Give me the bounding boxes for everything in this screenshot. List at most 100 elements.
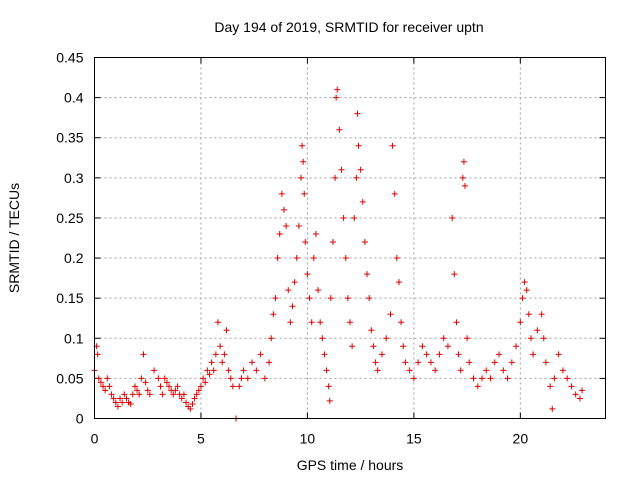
data-point [372, 359, 379, 366]
data-point [479, 375, 486, 382]
x-tick-label: 5 [197, 431, 205, 447]
data-point [460, 158, 467, 165]
data-point [217, 343, 224, 350]
data-point [555, 351, 562, 358]
data-point [289, 303, 296, 310]
data-point [334, 86, 341, 93]
y-axis-label: SRMTID / TECUs [6, 183, 22, 293]
data-point [513, 343, 520, 350]
y-tick-label: 0.45 [56, 50, 83, 66]
data-point [138, 375, 145, 382]
data-point [219, 359, 226, 366]
data-point [338, 166, 345, 173]
data-point [276, 230, 283, 237]
data-point [423, 351, 430, 358]
data-point [398, 319, 405, 326]
data-point [249, 359, 256, 366]
data-point [244, 375, 251, 382]
data-point [347, 319, 353, 326]
data-point [298, 174, 305, 181]
data-point [100, 383, 107, 390]
data-point [204, 367, 211, 374]
x-axis-label: GPS time / hours [297, 457, 404, 473]
data-point [140, 351, 147, 358]
x-tick-label: 20 [513, 431, 529, 447]
data-point [102, 387, 109, 394]
data-point [572, 391, 579, 398]
data-point [321, 351, 328, 358]
axis-ticks [94, 57, 606, 419]
data-point [280, 206, 287, 213]
data-point [312, 230, 319, 237]
data-point [323, 367, 330, 374]
data-point [419, 343, 426, 350]
data-point [359, 198, 366, 205]
data-point [500, 367, 507, 374]
data-point [308, 319, 315, 326]
data-point [295, 222, 302, 229]
data-point [283, 222, 290, 229]
data-point [432, 367, 439, 374]
data-point [287, 319, 294, 326]
data-point [301, 190, 308, 197]
data-point [374, 367, 381, 374]
data-point [134, 387, 141, 394]
data-point [444, 343, 451, 350]
data-point [97, 379, 104, 386]
data-point [540, 335, 547, 342]
data-point [523, 287, 530, 294]
data-point [357, 166, 364, 173]
data-point [302, 239, 309, 246]
grid-lines [94, 57, 606, 419]
x-tick-label: 10 [300, 431, 316, 447]
data-point [178, 395, 185, 402]
data-point [191, 395, 198, 402]
data-point [551, 375, 558, 382]
data-point [227, 375, 234, 382]
data-point [353, 174, 360, 181]
data-point [487, 375, 494, 382]
data-point [95, 375, 102, 382]
data-point [253, 367, 260, 374]
data-point [370, 343, 377, 350]
data-point [525, 311, 532, 318]
data-point [542, 359, 549, 366]
data-point [274, 255, 281, 262]
data-point [457, 367, 464, 374]
data-point [387, 311, 394, 318]
data-point [157, 383, 164, 390]
data-point [378, 351, 385, 358]
data-point [329, 239, 336, 246]
y-tick-label: 0.4 [64, 90, 84, 106]
data-point [266, 359, 273, 366]
plot-frame [94, 57, 606, 419]
data-point [491, 359, 498, 366]
data-point [261, 375, 268, 382]
data-point [225, 367, 232, 374]
data-point [451, 271, 458, 278]
data-point [180, 391, 187, 398]
data-point [464, 335, 471, 342]
data-point [410, 375, 417, 382]
data-point [236, 383, 243, 390]
data-point [142, 379, 149, 386]
data-point [504, 375, 511, 382]
data-point [389, 142, 396, 149]
data-point [304, 271, 311, 278]
data-point [325, 383, 332, 390]
x-tick-label: 15 [406, 431, 422, 447]
data-point [146, 391, 153, 398]
data-point [549, 405, 556, 412]
data-point [395, 279, 402, 286]
y-tick-labels: 0 0.05 0.1 0.15 0.2 0.25 0.3 0.35 0.4 0.45 [56, 50, 83, 427]
data-point [272, 295, 279, 302]
data-point [94, 351, 101, 358]
data-point [170, 391, 177, 398]
data-point [530, 351, 537, 358]
y-tick-label: 0.35 [56, 130, 83, 146]
data-point [547, 383, 554, 390]
data-point [123, 395, 130, 402]
data-point [193, 391, 200, 398]
data-point [212, 351, 219, 358]
